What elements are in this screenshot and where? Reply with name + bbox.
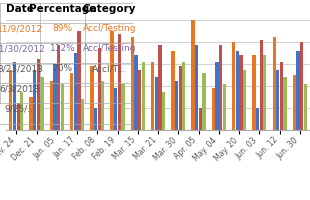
Bar: [118, 34, 121, 130]
Bar: [215, 62, 219, 130]
Bar: [199, 108, 202, 130]
Bar: [155, 77, 158, 130]
Bar: [114, 88, 117, 130]
Text: Accl/Testing: Accl/Testing: [82, 24, 136, 33]
Text: 11/30/2012: 11/30/2012: [0, 44, 46, 53]
Bar: [280, 62, 283, 130]
Text: Accl/T...: Accl/T...: [92, 64, 126, 73]
Bar: [296, 51, 300, 130]
Text: Percentage: Percentage: [29, 4, 96, 14]
Bar: [236, 51, 239, 130]
Bar: [243, 70, 246, 130]
Bar: [134, 55, 138, 130]
Bar: [98, 48, 101, 130]
Bar: [77, 31, 81, 130]
Bar: [212, 88, 215, 130]
Bar: [57, 45, 60, 130]
Bar: [232, 42, 235, 130]
Bar: [33, 70, 36, 130]
Text: 3/23/2013: 3/23/2013: [0, 64, 43, 73]
Bar: [293, 75, 296, 130]
Bar: [9, 70, 12, 130]
Bar: [142, 62, 145, 130]
Bar: [20, 92, 24, 130]
Bar: [239, 55, 243, 130]
Bar: [300, 42, 303, 130]
Bar: [151, 62, 154, 130]
Bar: [256, 108, 259, 130]
Bar: [252, 55, 255, 130]
Bar: [138, 70, 141, 130]
Bar: [223, 84, 226, 130]
Bar: [158, 45, 162, 130]
Bar: [37, 59, 40, 130]
Bar: [182, 62, 185, 130]
Bar: [219, 45, 222, 130]
Bar: [122, 84, 125, 130]
Bar: [101, 81, 104, 130]
Bar: [162, 92, 165, 130]
Text: 112%: 112%: [50, 44, 76, 53]
Bar: [259, 40, 263, 130]
Text: 6/3/2013: 6/3/2013: [0, 84, 40, 94]
Bar: [175, 81, 178, 130]
Bar: [131, 37, 134, 130]
Text: Accl/Testing: Accl/Testing: [82, 44, 136, 53]
Bar: [50, 81, 53, 130]
Text: 89%: 89%: [53, 24, 73, 33]
Bar: [276, 70, 279, 130]
Bar: [61, 84, 64, 130]
Bar: [40, 77, 44, 130]
Bar: [53, 64, 57, 130]
Bar: [263, 55, 267, 130]
Bar: [272, 37, 276, 130]
Text: Category: Category: [82, 4, 136, 14]
Bar: [110, 31, 114, 130]
Bar: [171, 51, 175, 130]
Bar: [70, 73, 73, 130]
Bar: [94, 108, 97, 130]
Bar: [13, 62, 16, 130]
Text: 9/25/...: 9/25/...: [4, 105, 36, 114]
Bar: [73, 53, 77, 130]
Text: 11/9/2012: 11/9/2012: [0, 24, 43, 33]
Bar: [304, 84, 307, 130]
Bar: [16, 103, 20, 130]
Text: Date: Date: [6, 4, 34, 14]
Bar: [81, 99, 84, 130]
Text: 70%: 70%: [53, 64, 73, 73]
Bar: [90, 66, 94, 130]
Bar: [202, 73, 206, 130]
Bar: [179, 66, 182, 130]
Bar: [283, 77, 287, 130]
Bar: [192, 20, 195, 130]
Bar: [195, 45, 198, 130]
Bar: [29, 97, 33, 130]
